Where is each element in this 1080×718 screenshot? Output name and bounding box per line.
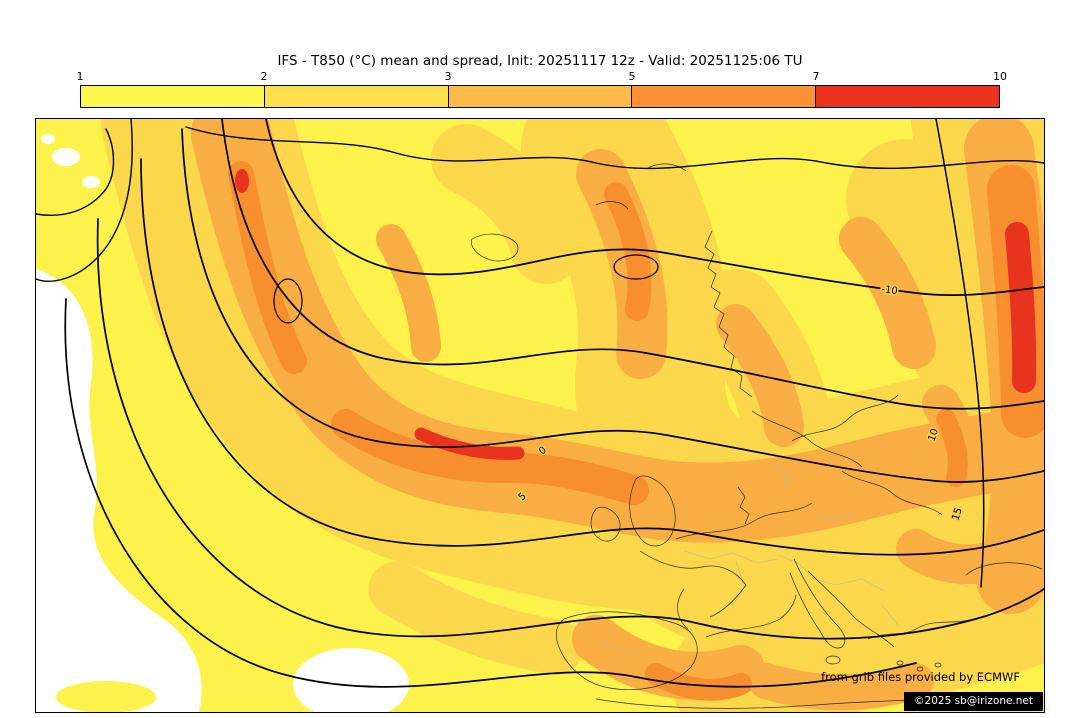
- coastline-layer: [471, 163, 1043, 709]
- weather-map-svg: -10 0 5 10 15: [36, 119, 1044, 712]
- colorbar-segment: [631, 86, 816, 107]
- spread-red-spot-northwest: [235, 169, 249, 193]
- spread-yellow-patch-southwest: [56, 681, 156, 712]
- colorbar-tick-label: 1: [76, 70, 84, 83]
- colorbar-segment: [447, 86, 632, 107]
- colorbar-tick-label: 10: [993, 70, 1007, 83]
- colorbar: [80, 85, 1000, 108]
- spread-white-layer: [36, 134, 409, 712]
- colorbar-segment: [81, 86, 264, 107]
- mean-contour-layer: [36, 119, 1044, 688]
- colorbar-tick-label: 7: [812, 70, 820, 83]
- colorbar-ticks: 1 2 3 5 7 10: [76, 70, 1008, 84]
- colorbar-segment: [263, 86, 448, 107]
- colorbar-tick-label: 3: [444, 70, 452, 83]
- contour-label-minus10: -10: [881, 284, 899, 297]
- attribution-text: from grib files provided by ECMWF: [821, 670, 1020, 684]
- colorbar-tick-label: 2: [260, 70, 268, 83]
- colorbar-tick-label: 5: [628, 70, 636, 83]
- country-borders-layer: [599, 464, 969, 656]
- map-frame: -10 0 5 10 15 from grib files provided b…: [35, 118, 1045, 713]
- spread-red-layer: [414, 222, 1037, 460]
- copyright-badge: ©2025 sb@irizone.net: [904, 692, 1043, 711]
- colorbar-segment: [815, 86, 999, 107]
- page-title: IFS - T850 (°C) mean and spread, Init: 2…: [277, 53, 803, 69]
